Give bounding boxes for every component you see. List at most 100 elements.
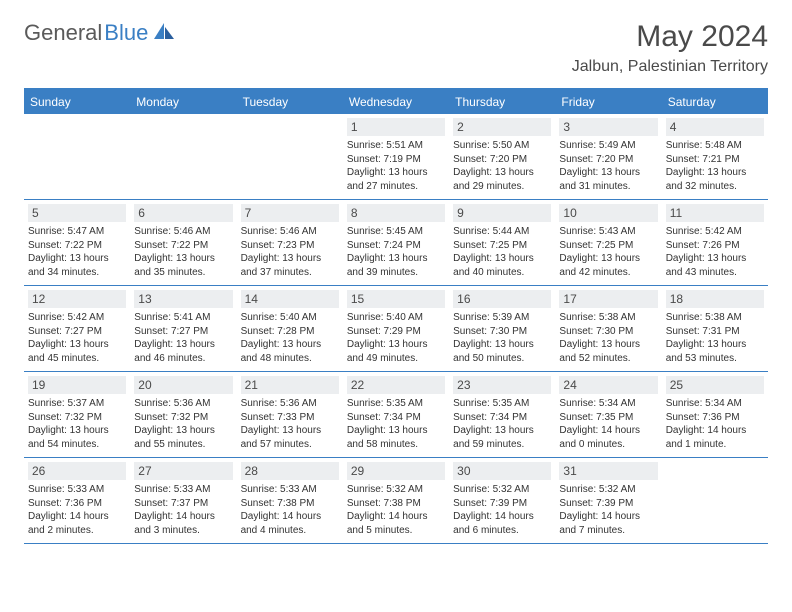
day-number: 6 — [134, 204, 232, 222]
day-cell: 5Sunrise: 5:47 AMSunset: 7:22 PMDaylight… — [24, 200, 130, 285]
day-info-line: Daylight: 13 hours — [559, 338, 657, 352]
day-info-line: Daylight: 13 hours — [559, 166, 657, 180]
day-info-line: and 27 minutes. — [347, 180, 445, 194]
day-info-line: Sunset: 7:34 PM — [453, 411, 551, 425]
day-info-line: Sunrise: 5:32 AM — [347, 483, 445, 497]
weekday-label: Friday — [555, 90, 661, 114]
day-cell: 7Sunrise: 5:46 AMSunset: 7:23 PMDaylight… — [237, 200, 343, 285]
day-info-line: Sunset: 7:39 PM — [559, 497, 657, 511]
day-info-line: Daylight: 14 hours — [453, 510, 551, 524]
weekday-header-row: SundayMondayTuesdayWednesdayThursdayFrid… — [24, 90, 768, 114]
logo-text-general: General — [24, 20, 102, 46]
day-info-line: and 31 minutes. — [559, 180, 657, 194]
title-block: May 2024 Jalbun, Palestinian Territory — [572, 20, 768, 76]
day-info: Sunrise: 5:34 AMSunset: 7:36 PMDaylight:… — [666, 397, 764, 451]
day-number: 5 — [28, 204, 126, 222]
day-cell: 15Sunrise: 5:40 AMSunset: 7:29 PMDayligh… — [343, 286, 449, 371]
day-info-line: Sunrise: 5:38 AM — [559, 311, 657, 325]
day-info-line: Sunrise: 5:45 AM — [347, 225, 445, 239]
day-info-line: and 55 minutes. — [134, 438, 232, 452]
day-number: 25 — [666, 376, 764, 394]
day-info-line: Sunset: 7:29 PM — [347, 325, 445, 339]
day-number: 29 — [347, 462, 445, 480]
day-info-line: Sunrise: 5:33 AM — [134, 483, 232, 497]
day-info-line: Daylight: 13 hours — [28, 424, 126, 438]
day-info-line: Daylight: 13 hours — [241, 252, 339, 266]
day-cell: 19Sunrise: 5:37 AMSunset: 7:32 PMDayligh… — [24, 372, 130, 457]
day-cell: 20Sunrise: 5:36 AMSunset: 7:32 PMDayligh… — [130, 372, 236, 457]
day-info-line: Sunset: 7:21 PM — [666, 153, 764, 167]
day-cell: 17Sunrise: 5:38 AMSunset: 7:30 PMDayligh… — [555, 286, 661, 371]
day-info-line: Daylight: 13 hours — [347, 424, 445, 438]
day-info-line: Sunset: 7:28 PM — [241, 325, 339, 339]
day-info-line: Daylight: 13 hours — [666, 338, 764, 352]
day-info-line: Sunset: 7:32 PM — [28, 411, 126, 425]
day-number: 2 — [453, 118, 551, 136]
day-info-line: Sunset: 7:25 PM — [453, 239, 551, 253]
day-info-line: Daylight: 13 hours — [28, 338, 126, 352]
day-info-line: and 46 minutes. — [134, 352, 232, 366]
day-cell — [662, 458, 768, 543]
day-info-line: and 48 minutes. — [241, 352, 339, 366]
day-info: Sunrise: 5:39 AMSunset: 7:30 PMDaylight:… — [453, 311, 551, 365]
day-info-line: Sunset: 7:32 PM — [134, 411, 232, 425]
day-info-line: and 29 minutes. — [453, 180, 551, 194]
day-info-line: Sunrise: 5:35 AM — [453, 397, 551, 411]
day-cell: 1Sunrise: 5:51 AMSunset: 7:19 PMDaylight… — [343, 114, 449, 199]
day-cell — [237, 114, 343, 199]
day-info-line: and 58 minutes. — [347, 438, 445, 452]
day-info-line: Sunset: 7:31 PM — [666, 325, 764, 339]
day-info-line: Daylight: 13 hours — [134, 424, 232, 438]
day-info: Sunrise: 5:37 AMSunset: 7:32 PMDaylight:… — [28, 397, 126, 451]
day-info: Sunrise: 5:38 AMSunset: 7:31 PMDaylight:… — [666, 311, 764, 365]
day-info-line: Sunrise: 5:32 AM — [559, 483, 657, 497]
day-info-line: Sunrise: 5:43 AM — [559, 225, 657, 239]
day-info: Sunrise: 5:36 AMSunset: 7:32 PMDaylight:… — [134, 397, 232, 451]
weekday-label: Saturday — [662, 90, 768, 114]
day-cell: 12Sunrise: 5:42 AMSunset: 7:27 PMDayligh… — [24, 286, 130, 371]
day-number: 22 — [347, 376, 445, 394]
day-info: Sunrise: 5:46 AMSunset: 7:22 PMDaylight:… — [134, 225, 232, 279]
day-cell — [130, 114, 236, 199]
day-cell: 23Sunrise: 5:35 AMSunset: 7:34 PMDayligh… — [449, 372, 555, 457]
day-info-line: Daylight: 13 hours — [134, 338, 232, 352]
day-info: Sunrise: 5:40 AMSunset: 7:29 PMDaylight:… — [347, 311, 445, 365]
day-cell: 10 Sunrise: 5:43 AMSunset: 7:25 PMDayligh… — [555, 200, 661, 285]
day-info-line: Sunrise: 5:40 AM — [241, 311, 339, 325]
week-row: 26Sunrise: 5:33 AMSunset: 7:36 PMDayligh… — [24, 458, 768, 544]
weeks-container: 1Sunrise: 5:51 AMSunset: 7:19 PMDaylight… — [24, 114, 768, 544]
day-info-line: Sunset: 7:38 PM — [241, 497, 339, 511]
day-cell: 30Sunrise: 5:32 AMSunset: 7:39 PMDayligh… — [449, 458, 555, 543]
day-info-line: and 54 minutes. — [28, 438, 126, 452]
day-info: Sunrise: 5:36 AMSunset: 7:33 PMDaylight:… — [241, 397, 339, 451]
day-info: Sunrise: 5:34 AMSunset: 7:35 PMDaylight:… — [559, 397, 657, 451]
day-info-line: Sunset: 7:27 PM — [28, 325, 126, 339]
calendar-page: GeneralBlue May 2024 Jalbun, Palestinian… — [0, 0, 792, 564]
day-info: Sunrise: 5:32 AMSunset: 7:39 PMDaylight:… — [453, 483, 551, 537]
day-info-line: Sunset: 7:39 PM — [453, 497, 551, 511]
day-info-line: Daylight: 13 hours — [666, 166, 764, 180]
day-info-line: Sunrise: 5:46 AM — [241, 225, 339, 239]
sail-icon — [152, 21, 176, 46]
day-info-line: and 52 minutes. — [559, 352, 657, 366]
day-info: Sunrise: 5:33 AMSunset: 7:37 PMDaylight:… — [134, 483, 232, 537]
week-row: 5Sunrise: 5:47 AMSunset: 7:22 PMDaylight… — [24, 200, 768, 286]
day-info-line: and 35 minutes. — [134, 266, 232, 280]
day-cell: 18Sunrise: 5:38 AMSunset: 7:31 PMDayligh… — [662, 286, 768, 371]
day-info: Sunrise: 5:32 AMSunset: 7:39 PMDaylight:… — [559, 483, 657, 537]
day-info-line: and 7 minutes. — [559, 524, 657, 538]
day-info-line: Sunset: 7:34 PM — [347, 411, 445, 425]
day-info: Sunrise: 5:42 AMSunset: 7:26 PMDaylight:… — [666, 225, 764, 279]
day-info-line: and 5 minutes. — [347, 524, 445, 538]
day-info-line: Sunrise: 5:44 AM — [453, 225, 551, 239]
day-cell: 14Sunrise: 5:40 AMSunset: 7:28 PMDayligh… — [237, 286, 343, 371]
day-cell: 4Sunrise: 5:48 AMSunset: 7:21 PMDaylight… — [662, 114, 768, 199]
day-info-line: Sunrise: 5:33 AM — [241, 483, 339, 497]
day-info-line: Sunset: 7:26 PM — [666, 239, 764, 253]
day-number: 1 — [347, 118, 445, 136]
day-info: Sunrise: 5:43 AMSunset: 7:25 PMDaylight:… — [559, 225, 657, 279]
day-info-line: Sunset: 7:33 PM — [241, 411, 339, 425]
day-number: 10 — [559, 204, 657, 222]
day-info: Sunrise: 5:38 AMSunset: 7:30 PMDaylight:… — [559, 311, 657, 365]
day-info-line: Sunset: 7:36 PM — [666, 411, 764, 425]
